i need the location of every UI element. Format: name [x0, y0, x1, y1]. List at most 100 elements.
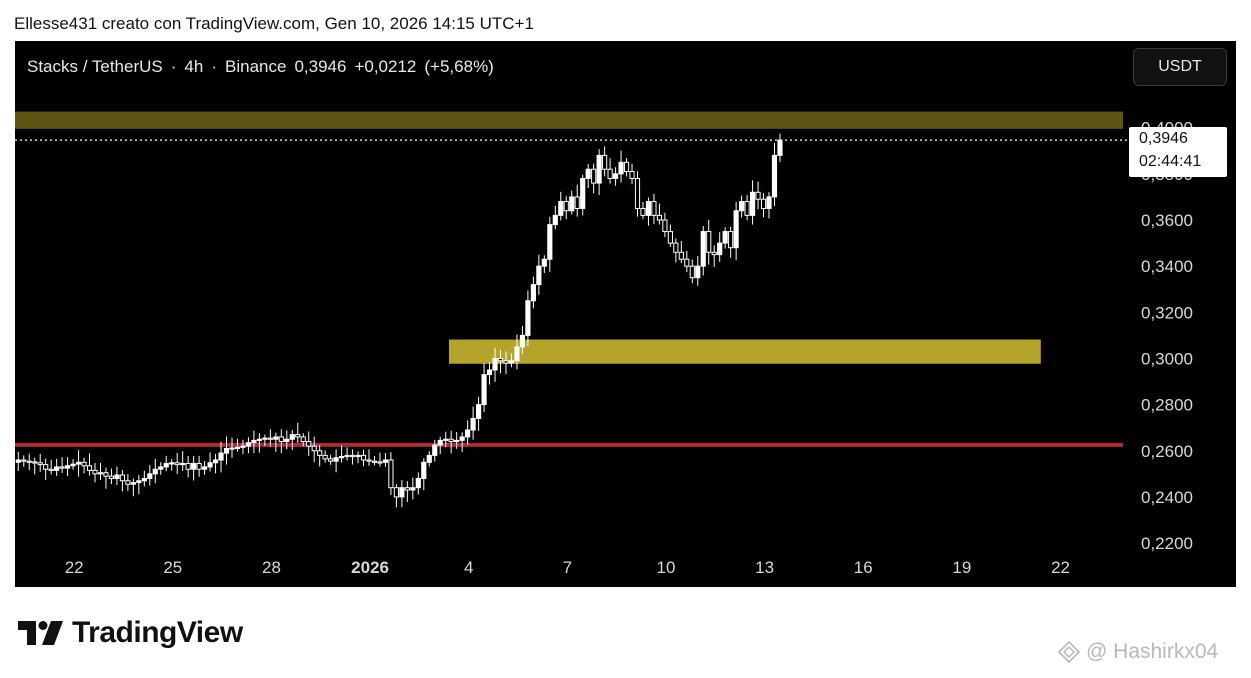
candle-body-down: [744, 201, 750, 216]
candle: [689, 259, 695, 284]
candle: [525, 290, 531, 347]
zone-red-level[interactable]: [15, 442, 1123, 447]
candle: [114, 466, 120, 485]
candle: [81, 457, 87, 474]
candle-body-up: [536, 265, 542, 286]
candle: [640, 201, 646, 220]
candle: [673, 238, 679, 263]
candle-body-up: [97, 472, 104, 475]
candle-body-up: [700, 231, 706, 267]
candle: [695, 255, 701, 286]
zone-support[interactable]: [448, 339, 1041, 364]
candle-body-up: [519, 334, 526, 348]
candle: [749, 180, 756, 225]
candle: [404, 481, 410, 503]
candle-body-up: [437, 439, 443, 446]
candle-body-down: [43, 464, 49, 470]
candle: [163, 455, 169, 472]
candle: [366, 449, 372, 466]
candle: [678, 240, 684, 263]
candle-body-up: [399, 487, 405, 498]
candle-body-up: [569, 196, 575, 212]
candle-body-down: [706, 231, 712, 253]
candle-body-down: [278, 436, 284, 443]
candle: [476, 396, 482, 431]
candle: [377, 452, 383, 467]
candle-body-down: [59, 466, 65, 469]
candle: [256, 433, 262, 453]
candle: [623, 158, 630, 177]
candle-body-up: [355, 454, 361, 458]
candle-body-down: [349, 454, 356, 458]
candle-body-up: [114, 474, 120, 479]
candle-body-down: [651, 201, 657, 216]
candle-body-up: [486, 369, 493, 376]
candle-body-up: [508, 360, 515, 364]
candle: [602, 146, 608, 177]
chart-panel[interactable]: 0,2200 0,2400 0,2600 0,2800 0,3000 0,3200 0,34…: [15, 41, 1236, 587]
candle-body-up: [339, 456, 345, 459]
candle-body-up: [739, 201, 745, 212]
currency-button[interactable]: USDT: [1133, 48, 1227, 86]
candle-body-up: [722, 231, 728, 244]
candle-body-up: [163, 462, 169, 468]
candle: [481, 362, 487, 412]
candle-body-up: [432, 444, 438, 456]
time-tick-label: 25: [163, 558, 182, 577]
price-tick-label: 0,2800: [1141, 396, 1193, 415]
candle: [174, 453, 180, 475]
candle-body-up: [284, 438, 290, 443]
candle: [158, 462, 164, 475]
candle: [37, 453, 43, 472]
candle: [70, 459, 76, 470]
candle-body-up: [612, 173, 619, 179]
candle-body-down: [295, 434, 301, 438]
time-axis: 22 25 28 2026 4 7 10 13 16 19 22: [65, 558, 1070, 577]
candle-body-down: [689, 265, 695, 279]
candle: [136, 475, 142, 495]
candle-body-up: [552, 214, 558, 226]
candle-body-down: [267, 437, 273, 440]
candle: [86, 453, 93, 476]
candle: [486, 361, 493, 385]
candle-body-up: [273, 436, 279, 440]
candle-body-up: [596, 154, 602, 184]
candle: [223, 436, 230, 465]
candle-body-down: [86, 465, 93, 471]
candle-body-up: [234, 446, 241, 450]
candle: [508, 353, 515, 368]
candle: [662, 212, 668, 238]
watermark-text: @ Hashirkx04: [1086, 640, 1219, 663]
candle: [563, 196, 569, 220]
candle: [536, 254, 542, 295]
tradingview-logo[interactable]: TradingView: [18, 616, 243, 650]
candle-body-up: [180, 462, 186, 466]
candle: [667, 224, 673, 247]
candle-body-down: [81, 461, 87, 467]
candle-body-down: [667, 231, 673, 244]
candle-body-up: [289, 434, 295, 440]
price-change: +0,0212: [354, 57, 417, 76]
price-tick-label: 0,2200: [1141, 534, 1193, 553]
candle-body-up: [525, 300, 531, 336]
candle: [399, 480, 405, 508]
candle: [465, 420, 471, 445]
candle-body-up: [618, 161, 624, 175]
candle: [382, 452, 389, 467]
candle: [240, 439, 246, 455]
candle-body-up: [382, 459, 389, 463]
candle: [432, 439, 438, 462]
candle: [191, 455, 197, 481]
candle-body-down: [125, 480, 131, 485]
price-change-percent: (+5,68%): [424, 57, 494, 76]
zone-resistance[interactable]: [15, 111, 1123, 129]
candle-body-up: [415, 477, 421, 489]
candle-body-up: [240, 445, 246, 448]
candle: [196, 455, 202, 477]
candle-body-up: [421, 461, 427, 479]
candle-body-down: [26, 460, 32, 463]
candle-body-up: [218, 452, 224, 461]
bar-countdown: 02:44:41: [1139, 153, 1202, 170]
candlestick-chart[interactable]: 0,2200 0,2400 0,2600 0,2800 0,3000 0,3200 0,34…: [15, 41, 1236, 587]
candle: [580, 174, 586, 216]
